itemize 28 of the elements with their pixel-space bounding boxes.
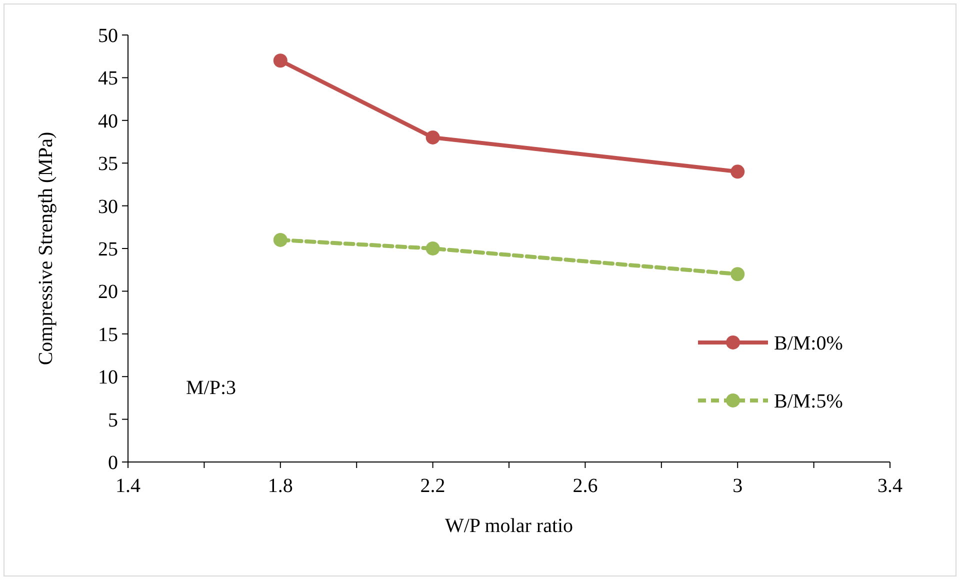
x-tick-label: 2.2: [420, 475, 446, 497]
legend-label: B/M:0%: [774, 332, 843, 354]
point: [273, 54, 288, 68]
point: [426, 130, 440, 144]
y-axis-title: Compressive Strength (MPa): [35, 132, 57, 366]
y-tick-label: 10: [98, 366, 118, 389]
y-tick-label: 25: [98, 238, 118, 260]
point: [426, 242, 440, 256]
x-tick-label: 2.6: [572, 475, 598, 497]
x-tick-label: 1.4: [116, 475, 140, 497]
legend-label: B/M:5%: [774, 390, 843, 412]
y-tick-label: 40: [98, 110, 118, 132]
y-tick-label: 15: [98, 324, 118, 346]
y-tick-label: 5: [108, 409, 118, 432]
x-tick-label: 1.8: [268, 475, 293, 497]
x-tick-label: 3.4: [878, 475, 902, 497]
annotation: M/P:3: [186, 377, 236, 399]
point: [273, 232, 288, 247]
x-axis-title: W/P molar ratio: [444, 515, 574, 537]
y-tick-label: 50: [98, 25, 118, 47]
y-tick-label: 30: [98, 196, 118, 218]
point: [730, 267, 745, 282]
y-tick-label: 20: [98, 281, 118, 304]
y-tick-label: 35: [98, 153, 118, 176]
y-tick-label: 45: [98, 68, 118, 90]
y-tick-label: 0: [108, 452, 118, 474]
point: [730, 164, 745, 179]
x-tick-label: 3: [732, 475, 743, 497]
